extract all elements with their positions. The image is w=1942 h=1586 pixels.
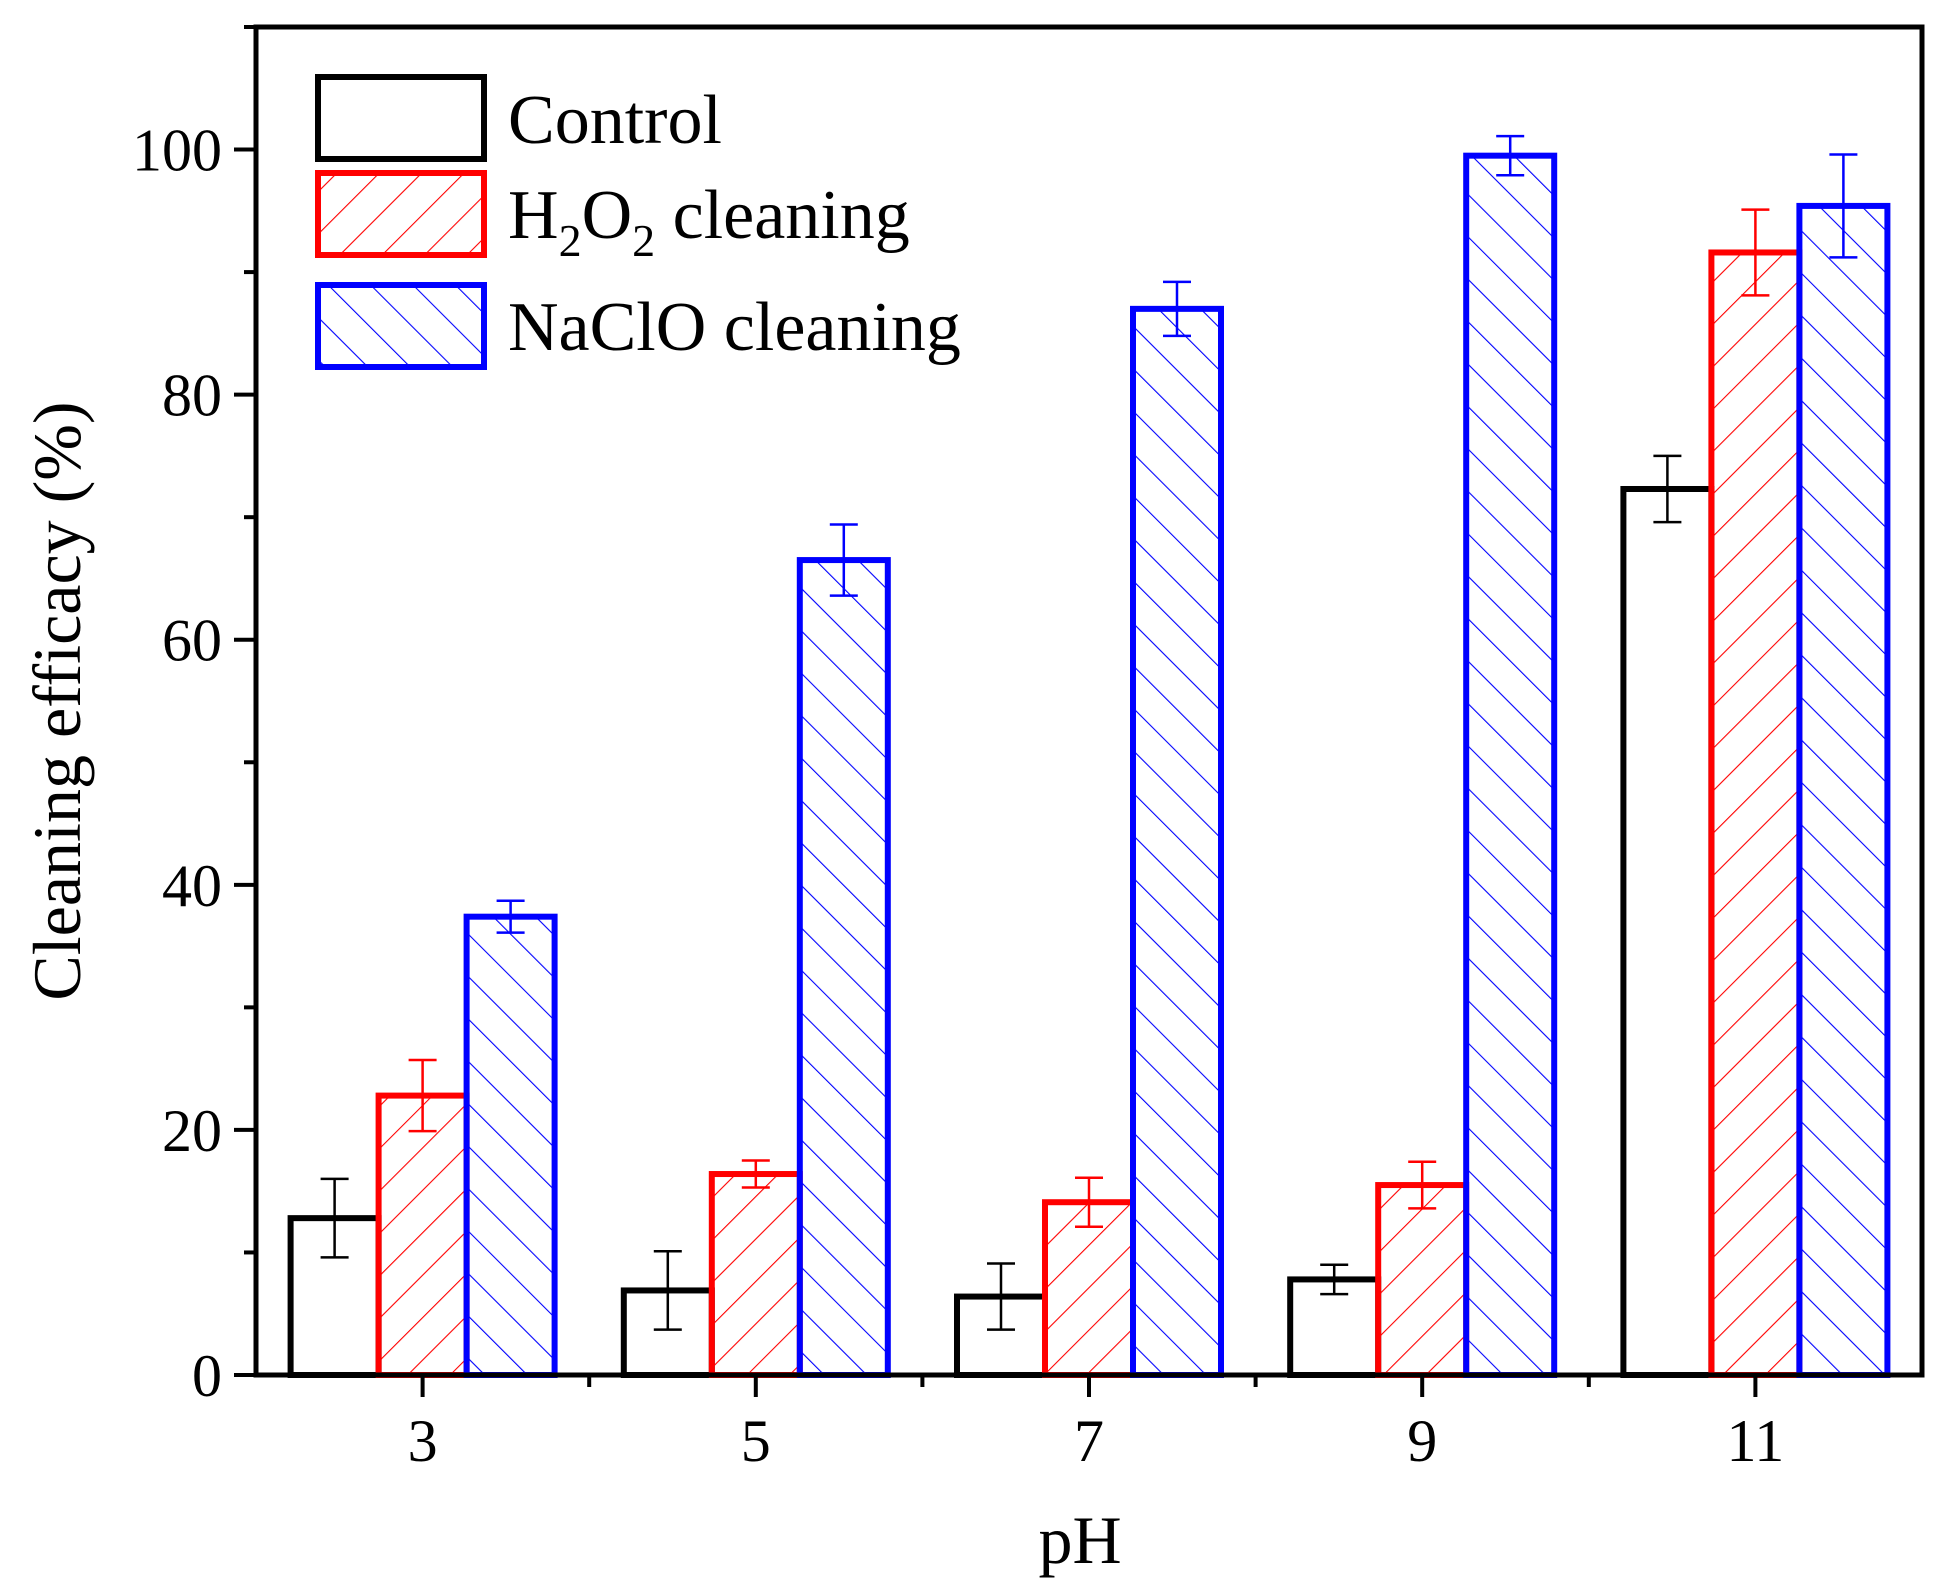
y-tick-label-0: 0	[192, 1343, 222, 1409]
error-bar-control-ph-11	[1653, 454, 1682, 524]
bar-naclo-cleaning-ph-5	[796, 557, 891, 1378]
error-bar-naclo-cleaning-ph-11	[1829, 153, 1858, 259]
bar-h2o2-cleaning-ph-11	[1708, 249, 1803, 1378]
legend-swatch-control	[315, 74, 487, 162]
error-bar-h2o2-cleaning-ph-5	[741, 1159, 770, 1189]
bar-naclo-cleaning-ph-11	[1796, 202, 1891, 1378]
error-bar-naclo-cleaning-ph-9	[1496, 134, 1525, 177]
legend-swatch-naclo	[315, 282, 487, 370]
legend: Control H2O2 cleaning NaClO cleaning	[315, 74, 961, 370]
x-tick-label-5: 5	[741, 1408, 771, 1474]
bar-control-ph-11	[1620, 485, 1715, 1379]
x-tick-label-11: 11	[1727, 1408, 1785, 1474]
x-tick-label-3: 3	[408, 1408, 438, 1474]
error-bar-h2o2-cleaning-ph-9	[1408, 1160, 1437, 1210]
error-bar-naclo-cleaning-ph-7	[1163, 280, 1191, 338]
y-tick-label-60: 60	[162, 608, 222, 674]
bar-h2o2-cleaning-ph-5	[708, 1171, 803, 1379]
y-tick-label-80: 80	[162, 363, 222, 429]
error-bar-control-ph-7	[987, 1262, 1015, 1331]
x-tick-label-9: 9	[1407, 1408, 1437, 1474]
error-bar-control-ph-5	[653, 1249, 682, 1331]
bar-h2o2-cleaning-ph-7	[1042, 1199, 1136, 1379]
y-axis-title: Cleaning efficacy (%)	[19, 401, 95, 1000]
error-bars-layer	[320, 134, 1858, 1331]
bar-naclo-cleaning-ph-7	[1130, 305, 1224, 1379]
error-bar-h2o2-cleaning-ph-7	[1075, 1176, 1103, 1228]
error-bar-control-ph-3	[320, 1177, 349, 1259]
error-bar-control-ph-9	[1320, 1263, 1349, 1296]
y-tick-label-20: 20	[162, 1098, 222, 1164]
legend-label-naclo: NaClO cleaning	[508, 289, 961, 366]
error-bar-h2o2-cleaning-ph-3	[408, 1058, 437, 1133]
error-bar-h2o2-cleaning-ph-11	[1741, 208, 1770, 297]
ticks-layer: 3 5 7 9 11 0 20 40 60 80 100	[132, 25, 1785, 1474]
bar-h2o2-cleaning-ph-3	[375, 1092, 470, 1378]
x-axis-title: pH	[1038, 1502, 1121, 1578]
bar-h2o2-cleaning-ph-9	[1375, 1182, 1470, 1379]
y-tick-label-100: 100	[132, 118, 222, 184]
legend-label-control: Control	[508, 82, 722, 159]
error-bar-naclo-cleaning-ph-5	[829, 523, 858, 597]
bar-naclo-cleaning-ph-9	[1463, 152, 1558, 1378]
bar-naclo-cleaning-ph-3	[463, 913, 558, 1378]
legend-label-h2o2: H2O2 cleaning	[508, 177, 910, 266]
y-tick-label-40: 40	[162, 853, 222, 919]
legend-swatch-h2o2	[315, 170, 487, 258]
error-bar-naclo-cleaning-ph-3	[496, 899, 525, 934]
x-tick-label-7: 7	[1074, 1408, 1104, 1474]
